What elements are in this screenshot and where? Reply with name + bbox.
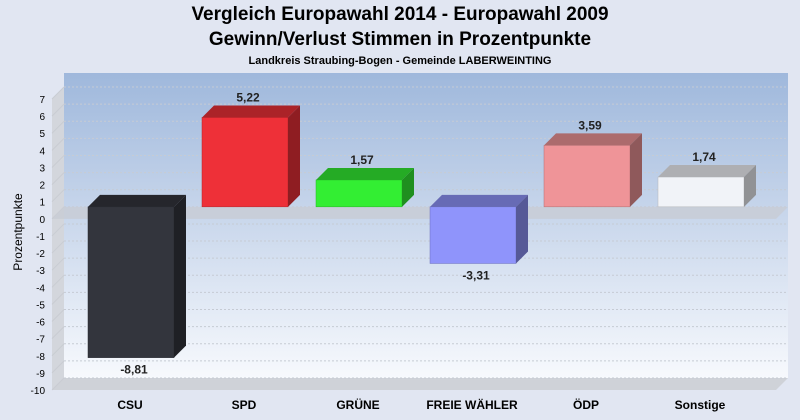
bar-front (429, 206, 517, 264)
y-tick-label: -6 (36, 318, 45, 329)
y-tick-label: -9 (36, 369, 45, 380)
y-tick-label: 0 (39, 215, 45, 226)
category-label: ÖDP (573, 397, 599, 412)
gridline-wall (51, 309, 65, 322)
chart-title-line1: Vergleich Europawahl 2014 - Europawahl 2… (191, 4, 609, 25)
value-label: -3,31 (462, 268, 490, 282)
value-label: 1,74 (692, 150, 716, 164)
bar-front (87, 206, 175, 358)
bar-side (288, 105, 300, 207)
y-tick-label: -7 (36, 335, 45, 346)
y-tick-label: -1 (36, 232, 45, 243)
value-label: 5,22 (236, 90, 260, 104)
y-tick-label: 3 (39, 163, 45, 174)
gridline-wall (51, 103, 65, 117)
bar-side (744, 165, 756, 207)
gridline-wall (51, 172, 65, 185)
bar-0 (87, 194, 186, 358)
value-label: -8,81 (120, 363, 148, 377)
y-tick-label: 1 (39, 198, 45, 209)
category-label: Sonstige (675, 398, 726, 412)
gridline-wall (51, 189, 65, 203)
bar-side (516, 194, 528, 264)
bar-side (630, 133, 642, 207)
bar-front (657, 176, 745, 208)
gridline-wall (51, 223, 65, 237)
gridline-wall (51, 155, 65, 168)
gridline-wall (51, 86, 65, 100)
category-label: FREIE WÄHLER (426, 397, 518, 412)
value-label: 3,59 (578, 118, 602, 132)
gridline-wall (51, 292, 65, 305)
bar-1 (201, 105, 300, 208)
bar-4 (543, 133, 642, 208)
bar-top (658, 165, 756, 178)
x-axis-categories: CSU SPD GRÜNE FREIE WÄHLER ÖDP Sonstige (117, 397, 725, 412)
plot-floor (52, 378, 788, 390)
y-tick-label: 2 (39, 181, 45, 192)
plot-left-wall (52, 87, 64, 390)
zero-plane (52, 206, 788, 219)
bar-top (316, 167, 414, 180)
bar-3 (429, 194, 528, 264)
y-tick-label: 7 (39, 95, 45, 106)
bar-side (174, 194, 186, 358)
bar-2 (315, 167, 414, 208)
bar-side (402, 167, 414, 207)
gridline-wall (51, 343, 65, 357)
gridline-wall (51, 360, 65, 374)
chart-title-line2: Gewinn/Verlust Stimmen in Prozentpunkte (208, 29, 592, 50)
bar-top (544, 133, 642, 146)
bar-top (202, 105, 300, 118)
gridline-wall (51, 274, 65, 288)
gridline-wall (51, 137, 65, 151)
bar-top (430, 194, 528, 207)
gridlines (51, 86, 788, 391)
category-label: SPD (232, 398, 257, 412)
bar-5 (657, 165, 756, 208)
y-tick-label: -5 (36, 300, 45, 311)
gridline-wall (51, 326, 65, 340)
y-axis-ticks: 7 6 5 4 3 2 1 0 -1 -2 -3 -4 -5 -6 -7 -8 -9 -10 (31, 95, 46, 397)
y-axis-label: Prozentpunkte (11, 193, 25, 271)
bar-top (88, 194, 186, 207)
gridline-wall (51, 377, 65, 391)
category-label: GRÜNE (336, 397, 379, 412)
bar-front (315, 179, 403, 208)
y-tick-label: 6 (39, 112, 45, 123)
y-tick-label: -4 (36, 283, 45, 294)
y-tick-label: 5 (39, 129, 45, 140)
bar-front (201, 117, 289, 208)
y-tick-label: 4 (39, 146, 45, 157)
y-tick-label: -3 (36, 266, 45, 277)
gridline-wall (51, 257, 65, 271)
bar-front (543, 145, 631, 208)
y-tick-label: -2 (36, 249, 45, 260)
gridline-wall (51, 120, 65, 134)
y-tick-label: -10 (31, 386, 46, 397)
bars (87, 105, 756, 358)
gridline-wall (51, 240, 65, 254)
chart-subtitle: Landkreis Straubing-Bogen - Gemeinde LAB… (248, 55, 552, 67)
y-tick-label: -8 (36, 352, 45, 363)
category-label: CSU (117, 398, 142, 412)
value-label: 1,57 (350, 153, 374, 167)
value-labels: -8,81 5,22 1,57 -3,31 3,59 1,74 (120, 90, 716, 376)
